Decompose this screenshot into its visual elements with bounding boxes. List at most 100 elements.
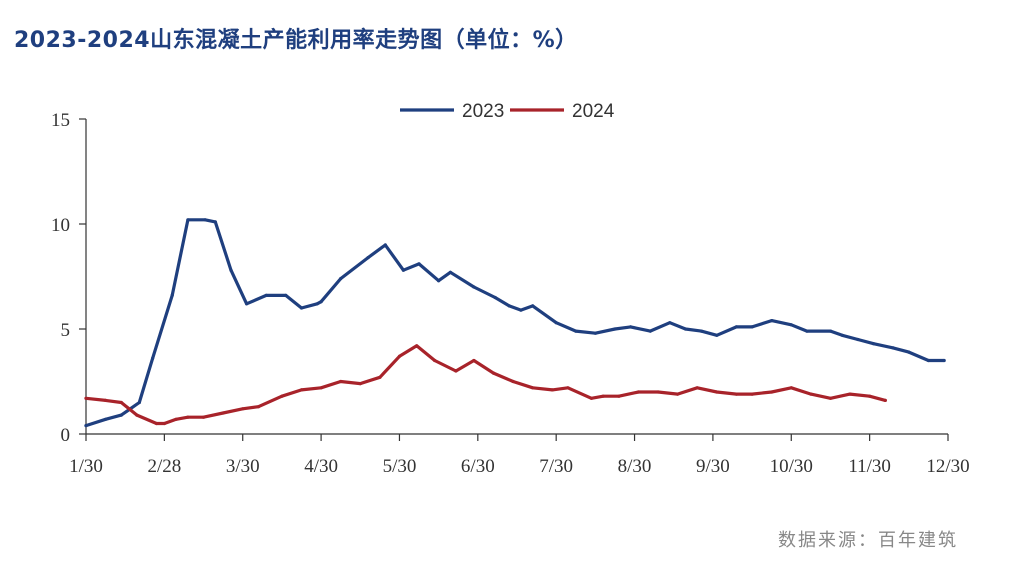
legend-label-2023: 2023: [462, 101, 504, 122]
data-point-2023: [245, 302, 249, 306]
data-point-2023: [629, 325, 633, 329]
series-line-2024: [84, 344, 887, 426]
data-point-2023: [264, 293, 268, 297]
data-point-2024: [201, 415, 206, 419]
data-point-2024: [715, 390, 719, 394]
data-point-2024: [566, 386, 570, 390]
data-point-2023: [299, 306, 304, 310]
data-point-2024: [617, 394, 621, 398]
y-tick-label: 10: [51, 215, 70, 236]
x-tick-label: 9/30: [696, 456, 730, 477]
data-point-2024: [358, 382, 362, 386]
data-point-2023: [213, 220, 217, 224]
data-point-2023: [319, 300, 323, 304]
data-point-2023: [856, 337, 860, 342]
x-tick-label: 7/30: [539, 456, 573, 477]
x-tick-label: 1/30: [69, 456, 103, 477]
data-point-2024: [828, 396, 833, 400]
data-point-2023: [448, 270, 452, 274]
data-point-2023: [366, 256, 370, 260]
data-point-2023: [668, 321, 672, 325]
data-point-2023: [926, 358, 931, 363]
data-point-2024: [135, 413, 139, 417]
data-point-2024: [550, 388, 554, 392]
data-point-2023: [203, 218, 207, 222]
data-point-2024: [454, 369, 458, 373]
x-tick-label: 2/28: [147, 456, 181, 477]
plot-area: [84, 218, 946, 428]
y-tick-label: 0: [61, 425, 71, 446]
data-point-2024: [174, 417, 178, 421]
data-point-2023: [770, 319, 774, 323]
data-point-2024: [84, 396, 88, 400]
chart-title: 2023-2024山东混凝土产能利用率走势图（单位：%）: [14, 28, 578, 53]
data-point-2024: [789, 386, 793, 390]
data-point-2024: [848, 392, 852, 396]
data-point-2024: [656, 390, 660, 394]
data-point-2024: [221, 411, 225, 415]
axes: [79, 118, 949, 441]
data-point-2023: [437, 279, 441, 283]
data-point-2024: [397, 354, 402, 358]
data-point-2023: [383, 243, 387, 247]
data-point-2024: [734, 392, 739, 396]
data-point-2024: [119, 400, 123, 405]
data-point-2024: [770, 390, 774, 394]
data-point-2024: [472, 358, 476, 363]
legend-label-2024: 2024: [572, 101, 615, 122]
data-point-2024: [433, 358, 437, 363]
data-point-2023: [593, 331, 598, 335]
x-tick-label: 5/30: [383, 456, 417, 477]
data-point-2023: [891, 346, 895, 350]
data-point-2023: [186, 218, 190, 222]
data-point-2024: [750, 392, 754, 396]
source-note: 数据来源：百年建筑: [778, 530, 958, 551]
data-point-2023: [554, 321, 558, 325]
x-tick-label: 12/30: [926, 456, 969, 477]
data-point-2023: [137, 400, 141, 405]
x-tick-label: 10/30: [770, 456, 813, 477]
data-point-2024: [299, 388, 304, 392]
data-point-2023: [805, 329, 809, 333]
data-point-2024: [491, 371, 496, 375]
data-point-2023: [493, 295, 497, 300]
data-point-2023: [734, 325, 739, 329]
data-point-2023: [472, 285, 476, 289]
data-point-2023: [519, 308, 523, 312]
tick-labels: 0 5 10 15 1/30 2/28 3/30 4/30 5/30 6/30 7/30 8/30 9/…: [51, 110, 970, 477]
x-tick-label: 6/30: [461, 456, 495, 477]
data-point-2023: [828, 329, 833, 333]
data-point-2023: [789, 323, 793, 327]
data-point-2023: [699, 329, 703, 333]
data-point-2024: [676, 392, 680, 396]
y-tick-label: 15: [51, 110, 70, 131]
data-point-2024: [695, 386, 699, 390]
data-point-2024: [241, 407, 245, 411]
data-point-2023: [683, 327, 688, 331]
data-point-2023: [531, 304, 535, 308]
data-point-2024: [636, 390, 641, 394]
x-tick-label: 8/30: [618, 456, 652, 477]
data-point-2023: [574, 329, 578, 333]
data-point-2023: [942, 358, 946, 363]
data-point-2024: [154, 421, 159, 426]
x-tick-label: 11/30: [848, 456, 891, 477]
data-point-2023: [104, 417, 108, 421]
data-point-2023: [907, 350, 911, 354]
data-point-2024: [531, 386, 535, 390]
data-point-2024: [511, 379, 515, 384]
data-point-2024: [162, 421, 166, 426]
data-point-2024: [868, 394, 872, 398]
data-point-2023: [872, 342, 876, 346]
data-point-2023: [750, 325, 754, 329]
data-point-2024: [256, 405, 260, 409]
data-point-2024: [415, 344, 419, 348]
data-point-2024: [601, 394, 605, 398]
data-point-2023: [840, 333, 844, 337]
data-point-2023: [151, 356, 155, 360]
y-tick-label: 5: [61, 320, 71, 341]
data-point-2024: [809, 392, 813, 396]
x-tick-label: 4/30: [304, 456, 338, 477]
x-tick-label: 3/30: [226, 456, 260, 477]
data-point-2023: [315, 302, 319, 306]
